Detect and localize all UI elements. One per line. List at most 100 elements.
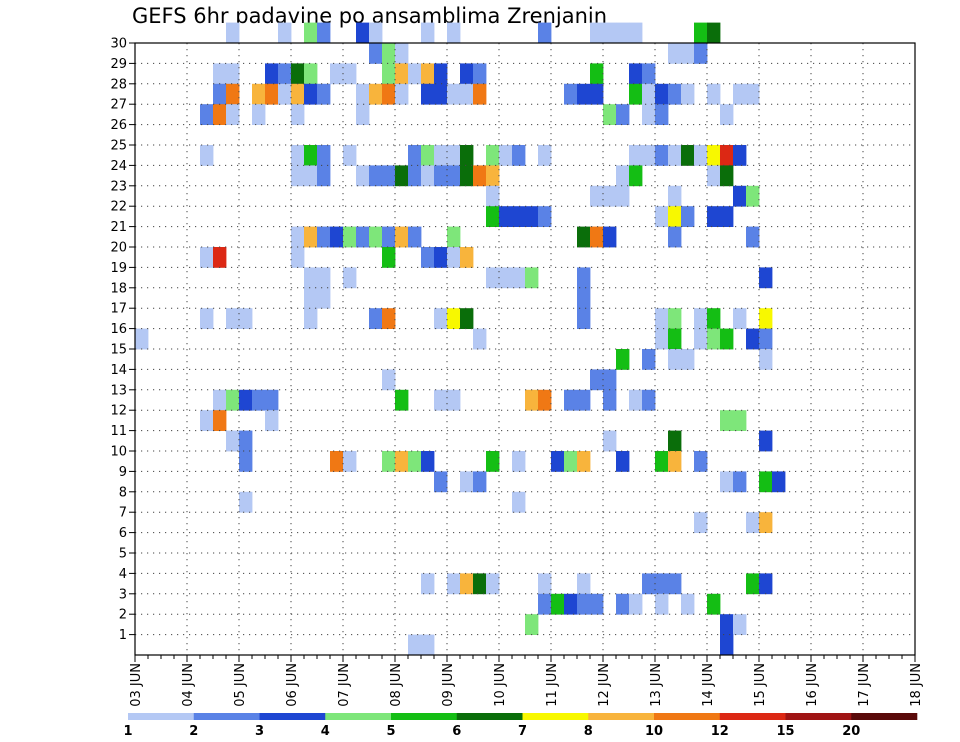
heatmap-cell xyxy=(538,593,552,615)
heatmap-cell xyxy=(369,22,383,44)
heatmap-cell xyxy=(239,389,253,411)
heatmap-cell xyxy=(343,267,357,289)
heatmap-cell xyxy=(356,226,370,248)
heatmap-cell xyxy=(447,308,461,329)
heatmap-cell xyxy=(304,165,318,187)
heatmap-cell xyxy=(720,328,734,350)
heatmap-cell xyxy=(447,226,461,248)
heatmap-cell xyxy=(486,573,500,595)
heatmap-cell xyxy=(655,104,669,125)
heatmap-cell xyxy=(317,83,331,105)
heatmap-cell xyxy=(434,145,448,166)
x-tick-label: 07 JUN xyxy=(337,663,352,707)
scale-swatch xyxy=(654,713,721,720)
heatmap-cell xyxy=(551,451,565,472)
scale-label: 5 xyxy=(386,724,395,739)
heatmap-cell xyxy=(278,22,292,44)
heatmap-cell xyxy=(460,83,474,105)
heatmap-cell xyxy=(369,165,383,187)
y-tick-label: 5 xyxy=(119,547,127,562)
scale-swatch xyxy=(588,713,655,720)
heatmap-cell xyxy=(720,145,734,166)
heatmap-cell xyxy=(681,83,695,105)
heatmap-cell xyxy=(304,83,318,105)
heatmap-cell xyxy=(343,145,357,166)
heatmap-cells xyxy=(135,22,786,656)
heatmap-cell xyxy=(200,410,214,431)
heatmap-cell xyxy=(707,22,721,44)
heatmap-cell xyxy=(447,573,461,595)
heatmap-cell xyxy=(499,267,513,289)
heatmap-cell xyxy=(642,83,656,105)
heatmap-cell xyxy=(486,165,500,187)
heatmap-cell xyxy=(681,593,695,615)
heatmap-cell xyxy=(694,308,708,329)
y-tick-label: 24 xyxy=(110,159,127,174)
heatmap-cell xyxy=(330,226,344,248)
heatmap-cell xyxy=(486,267,500,289)
heatmap-cell xyxy=(577,83,591,105)
heatmap-cell xyxy=(590,185,604,207)
heatmap-cell xyxy=(759,573,773,595)
heatmap-cell xyxy=(629,389,643,411)
heatmap-cell xyxy=(434,63,448,85)
y-tick-label: 10 xyxy=(110,445,127,460)
heatmap-cell xyxy=(460,471,474,493)
heatmap-cell xyxy=(421,247,435,268)
heatmap-cell xyxy=(746,573,760,595)
heatmap-cell xyxy=(629,593,643,615)
heatmap-cell xyxy=(447,247,461,268)
x-tick-label: 14 JUN xyxy=(701,663,716,707)
heatmap-cell xyxy=(486,185,500,207)
heatmap-cell xyxy=(434,83,448,105)
heatmap-cell xyxy=(486,451,500,472)
heatmap-cell xyxy=(421,22,435,44)
heatmap-cell xyxy=(291,83,305,105)
heatmap-cell xyxy=(668,226,682,248)
y-tick-label: 30 xyxy=(110,37,127,52)
x-tick-label: 11 JUN xyxy=(545,663,560,707)
heatmap-cell xyxy=(590,22,604,44)
y-tick-label: 4 xyxy=(119,567,127,582)
heatmap-cell xyxy=(421,634,435,656)
heatmap-cell xyxy=(395,389,409,411)
heatmap-cell xyxy=(239,451,253,472)
heatmap-cell xyxy=(759,267,773,289)
heatmap-cell xyxy=(135,328,149,350)
y-tick-label: 20 xyxy=(110,241,127,256)
heatmap-cell xyxy=(512,206,526,227)
scale-swatch xyxy=(522,713,589,720)
heatmap-cell xyxy=(629,63,643,85)
y-tick-label: 7 xyxy=(119,506,127,521)
heatmap-cell xyxy=(213,63,227,85)
heatmap-cell xyxy=(226,389,240,411)
heatmap-cell xyxy=(733,410,747,431)
heatmap-cell xyxy=(668,308,682,329)
x-tick-label: 16 JUN xyxy=(805,663,820,707)
y-tick-label: 3 xyxy=(119,587,127,602)
heatmap-cell xyxy=(200,247,214,268)
heatmap-cell xyxy=(577,226,591,248)
heatmap-cell xyxy=(239,430,253,452)
heatmap-cell xyxy=(408,634,422,656)
heatmap-cell xyxy=(447,83,461,105)
x-tick-label: 13 JUN xyxy=(649,663,664,707)
heatmap-cell xyxy=(694,145,708,166)
heatmap-cell xyxy=(447,22,461,44)
heatmap-cell xyxy=(408,451,422,472)
heatmap-cell xyxy=(226,430,240,452)
heatmap-cell xyxy=(668,206,682,227)
heatmap-cell xyxy=(447,165,461,187)
heatmap-cell xyxy=(434,165,448,187)
heatmap-cell xyxy=(681,206,695,227)
heatmap-cell xyxy=(213,247,227,268)
heatmap-cell xyxy=(343,63,357,85)
heatmap-cell xyxy=(356,83,370,105)
heatmap-cell xyxy=(733,145,747,166)
heatmap-cell xyxy=(395,165,409,187)
heatmap-cell xyxy=(317,226,331,248)
heatmap-cell xyxy=(590,83,604,105)
heatmap-cell xyxy=(668,349,682,370)
heatmap-cell xyxy=(616,349,630,370)
heatmap-cell xyxy=(486,145,500,166)
